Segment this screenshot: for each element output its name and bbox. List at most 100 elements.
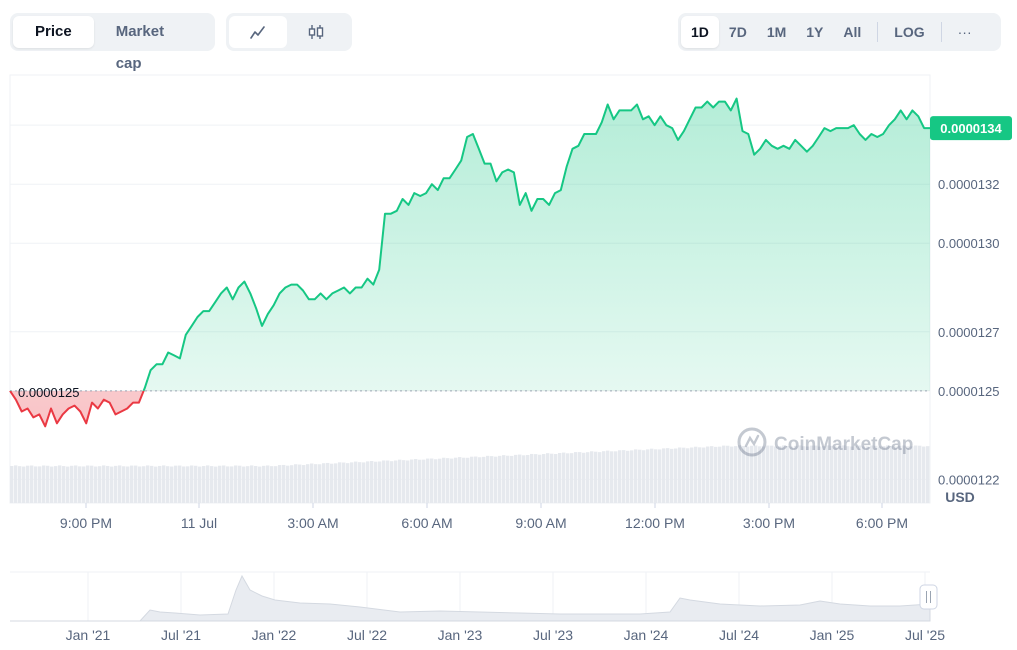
volume-bar: [190, 465, 194, 503]
line-chart-icon: [250, 26, 265, 39]
y-tick-label: 0.0000127: [938, 325, 999, 340]
range-all[interactable]: All: [843, 24, 862, 40]
watermark-text: CoinMarketCap: [774, 434, 913, 455]
price-chart[interactable]: CoinMarketCap 0.00001220.00001250.000012…: [0, 0, 1017, 540]
volume-bar: [474, 456, 478, 503]
volume-bar: [350, 462, 354, 503]
volume-bar: [570, 453, 574, 503]
volume-bar: [710, 446, 714, 503]
volume-bar: [390, 461, 394, 503]
volume-bar: [258, 466, 262, 503]
volume-bar: [510, 455, 514, 503]
volume-bar: [810, 445, 814, 503]
volume-bar: [326, 462, 330, 503]
volume-bar: [90, 465, 94, 503]
price-area: [10, 98, 930, 427]
volume-bar: [902, 445, 906, 503]
current-price-badge: 0.0000134: [930, 116, 1012, 141]
volume-bar: [478, 457, 482, 503]
volume-bar: [802, 446, 806, 503]
volume-bar: [898, 445, 902, 503]
range-divider: [940, 22, 942, 42]
volume-bar: [642, 450, 646, 503]
volume-bar: [826, 445, 830, 503]
volume-bar: [298, 464, 302, 503]
volume-bar: [834, 446, 838, 503]
volume-bar: [134, 465, 138, 503]
volume-bar: [718, 446, 722, 503]
volume-bar: [646, 449, 650, 503]
watermark: CoinMarketCap: [737, 427, 913, 457]
volume-bar: [406, 460, 410, 503]
volume-bar: [734, 446, 738, 503]
navigator-handle[interactable]: [919, 584, 938, 610]
more-options-button[interactable]: ···: [957, 24, 972, 40]
x-tick-label: 6:00 AM: [401, 515, 452, 531]
navigator-x-axis: Jan '21 Jul '21 Jan '22 Jul '22 Jan '23 Jul '…: [66, 627, 946, 643]
volume-bar: [526, 455, 530, 503]
line-chart-button[interactable]: [229, 16, 287, 48]
volume-bar: [466, 457, 470, 503]
volume-bar: [610, 451, 614, 503]
volume-bar: [418, 459, 422, 503]
volume-bar: [742, 446, 746, 503]
range-1y[interactable]: 1Y: [806, 24, 824, 40]
range-divider: [877, 22, 879, 42]
volume-bar: [542, 454, 546, 503]
volume-bar: [50, 466, 54, 503]
volume-bar: [814, 445, 818, 503]
range-1m[interactable]: 1M: [766, 24, 787, 40]
range-selector: 1D 7D 1M 1Y All LOG ···: [678, 13, 1001, 51]
candlestick-button[interactable]: [287, 16, 345, 48]
volume-bar: [654, 449, 658, 503]
volume-bars: [10, 445, 930, 503]
volume-bar: [806, 446, 810, 503]
volume-bar: [650, 448, 654, 503]
volume-bar: [142, 466, 146, 503]
tab-market-cap[interactable]: Market cap: [115, 23, 165, 72]
volume-bar: [578, 452, 582, 503]
volume-bar: [82, 466, 86, 503]
volume-bar: [686, 448, 690, 503]
volume-bar: [870, 445, 874, 503]
volume-bar: [442, 457, 446, 503]
tab-price[interactable]: Price: [13, 16, 94, 48]
range-7d[interactable]: 7D: [728, 24, 747, 40]
volume-bar: [394, 460, 398, 503]
volume-bar: [658, 449, 662, 503]
volume-bar: [318, 464, 322, 503]
volume-bar: [302, 465, 306, 503]
volume-bar: [522, 455, 526, 503]
volume-bar: [374, 461, 378, 503]
volume-bar: [674, 448, 678, 503]
volume-bar: [126, 466, 130, 503]
range-1d[interactable]: 1D: [681, 16, 719, 48]
volume-bar: [750, 445, 754, 503]
volume-bar: [886, 445, 890, 503]
volume-bar: [150, 465, 154, 503]
volume-bar: [26, 465, 30, 503]
volume-bar: [858, 445, 862, 503]
up-line: [9, 97, 930, 391]
volume-bar: [534, 454, 538, 503]
volume-bar: [774, 446, 778, 503]
volume-bar: [866, 446, 870, 503]
volume-bar: [854, 445, 858, 503]
volume-bar: [746, 446, 750, 503]
volume-bar: [586, 452, 590, 503]
volume-bar: [678, 447, 682, 503]
baseline-label: 0.0000125: [18, 385, 79, 400]
volume-bar: [846, 446, 850, 503]
volume-bar: [626, 450, 630, 503]
volume-bar: [554, 454, 558, 503]
navigator-tick-label: Jul '24: [719, 627, 759, 643]
volume-bar: [138, 466, 142, 503]
volume-bar: [386, 460, 390, 503]
volume-bar: [822, 446, 826, 503]
volume-bar: [66, 466, 70, 503]
log-toggle[interactable]: LOG: [894, 24, 925, 40]
volume-bar: [470, 456, 474, 503]
volume-bar: [690, 447, 694, 503]
volume-bar: [434, 459, 438, 503]
volume-bar: [22, 466, 26, 503]
